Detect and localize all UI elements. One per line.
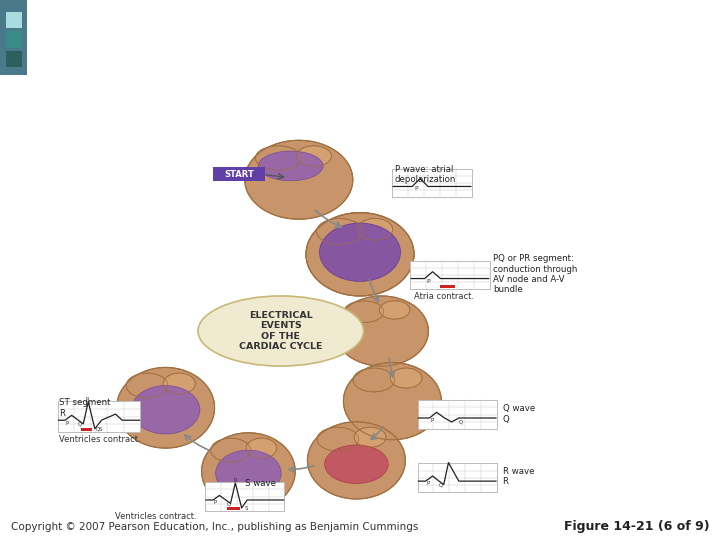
Ellipse shape [390, 368, 422, 388]
Text: P: P [431, 418, 433, 423]
FancyBboxPatch shape [418, 463, 497, 492]
Text: Electrical Activity: Electrical Activity [37, 29, 311, 57]
Ellipse shape [131, 386, 200, 434]
Text: P: P [426, 279, 430, 284]
Text: Atria contract.: Atria contract. [414, 292, 474, 301]
Ellipse shape [317, 219, 362, 244]
Ellipse shape [317, 427, 359, 451]
Ellipse shape [325, 445, 388, 483]
Ellipse shape [306, 213, 414, 296]
Text: Q: Q [227, 502, 231, 507]
FancyBboxPatch shape [392, 169, 472, 197]
Ellipse shape [320, 223, 400, 281]
Ellipse shape [246, 438, 276, 458]
Ellipse shape [211, 438, 251, 462]
Ellipse shape [358, 219, 392, 240]
Ellipse shape [126, 373, 168, 398]
Text: P: P [426, 481, 430, 486]
Text: R: R [86, 397, 89, 402]
Ellipse shape [343, 362, 441, 440]
Ellipse shape [297, 146, 331, 166]
Text: START: START [224, 170, 254, 179]
Text: ELECTRICAL
EVENTS
OF THE
CARDIAC CYCLE: ELECTRICAL EVENTS OF THE CARDIAC CYCLE [239, 311, 323, 351]
Text: R: R [233, 478, 237, 483]
FancyBboxPatch shape [6, 12, 22, 28]
Text: ST segment
R: ST segment R [59, 398, 111, 417]
Text: Copyright © 2007 Pearson Education, Inc., publishing as Benjamin Cummings: Copyright © 2007 Pearson Education, Inc.… [11, 522, 418, 531]
Ellipse shape [353, 368, 395, 392]
Text: Q: Q [459, 420, 463, 424]
Text: Q: Q [78, 422, 82, 427]
Text: P: P [65, 421, 68, 426]
Ellipse shape [258, 151, 323, 181]
Text: QS: QS [95, 427, 103, 431]
Ellipse shape [379, 301, 410, 319]
FancyBboxPatch shape [58, 401, 140, 432]
Ellipse shape [163, 373, 195, 394]
Text: S wave: S wave [245, 479, 276, 488]
Text: R wave
R: R wave R [503, 467, 534, 487]
Text: P: P [213, 500, 216, 505]
Ellipse shape [354, 427, 386, 447]
Text: Q: Q [439, 483, 444, 488]
FancyBboxPatch shape [228, 507, 240, 510]
Ellipse shape [307, 422, 405, 499]
FancyBboxPatch shape [0, 0, 27, 75]
Ellipse shape [202, 433, 295, 510]
Ellipse shape [117, 367, 215, 448]
Ellipse shape [216, 450, 281, 496]
Ellipse shape [335, 296, 428, 366]
FancyBboxPatch shape [213, 167, 265, 181]
FancyBboxPatch shape [81, 428, 92, 431]
Text: Ventricles contract.: Ventricles contract. [115, 512, 197, 521]
FancyBboxPatch shape [410, 261, 490, 289]
Text: Ventricles contract.: Ventricles contract. [59, 435, 140, 444]
Text: PQ or PR segment:
conduction through
AV node and A-V
bundle: PQ or PR segment: conduction through AV … [493, 254, 577, 294]
FancyBboxPatch shape [418, 400, 497, 429]
Text: Q wave
Q: Q wave Q [503, 404, 535, 424]
FancyBboxPatch shape [441, 285, 455, 288]
Text: Figure 14-21 (6 of 9): Figure 14-21 (6 of 9) [564, 520, 709, 533]
Ellipse shape [256, 146, 301, 170]
Ellipse shape [198, 296, 364, 366]
FancyBboxPatch shape [6, 31, 22, 48]
Text: P: P [414, 186, 418, 191]
Text: S: S [245, 506, 248, 511]
FancyBboxPatch shape [205, 482, 284, 511]
Ellipse shape [245, 140, 353, 219]
Text: P wave: atrial
depolarization: P wave: atrial depolarization [395, 165, 456, 184]
FancyBboxPatch shape [6, 51, 22, 67]
Ellipse shape [344, 301, 384, 322]
